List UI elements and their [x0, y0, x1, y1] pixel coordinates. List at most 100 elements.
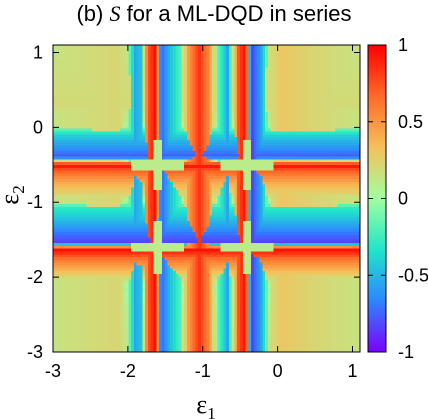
heatmap-cell	[223, 120, 227, 124]
heatmap-cell	[290, 167, 294, 172]
heatmap-cell	[354, 70, 358, 74]
heatmap-cell	[259, 64, 263, 68]
heatmap-cell	[220, 165, 224, 169]
heatmap-cell	[150, 75, 155, 80]
heatmap-cell	[58, 128, 62, 133]
heatmap-cell	[106, 47, 110, 52]
heatmap-cell	[284, 117, 289, 121]
heatmap-cell	[181, 47, 185, 52]
heatmap-cell	[209, 95, 213, 99]
heatmap-cell	[64, 153, 68, 158]
heatmap-cell	[242, 58, 247, 63]
heatmap-cell	[136, 92, 141, 96]
heatmap-cell	[329, 98, 333, 102]
heatmap-cell	[315, 47, 319, 52]
heatmap-cell	[226, 58, 230, 63]
heatmap-cell	[89, 95, 93, 99]
heatmap-cell	[139, 148, 143, 152]
heatmap-cell	[217, 53, 222, 57]
heatmap-cell	[117, 95, 121, 99]
heatmap-cell	[195, 89, 199, 94]
heatmap-cell	[343, 84, 347, 88]
heatmap-cell	[237, 61, 241, 66]
heatmap-cell	[315, 128, 319, 133]
heatmap-cell	[78, 56, 82, 60]
heatmap-cell	[354, 120, 358, 124]
heatmap-cell	[119, 131, 124, 135]
heatmap-cell	[354, 75, 358, 80]
heatmap-cell	[304, 159, 308, 163]
heatmap-cell	[346, 117, 350, 121]
heatmap-cell	[270, 100, 275, 105]
heatmap-cell	[329, 64, 333, 68]
heatmap-cell	[147, 78, 152, 82]
heatmap-cell	[284, 139, 289, 144]
heatmap-cell	[97, 170, 102, 174]
heatmap-cell	[357, 114, 361, 119]
heatmap-cell	[178, 86, 182, 91]
heatmap-cell	[326, 53, 330, 57]
heatmap-cell	[223, 106, 227, 110]
heatmap-cell	[209, 72, 213, 77]
heatmap-cell	[128, 165, 132, 169]
heatmap-cell	[301, 103, 305, 107]
heatmap-cell	[94, 120, 99, 124]
heatmap-cell	[212, 81, 216, 85]
heatmap-cell	[100, 56, 104, 60]
heatmap-cell	[214, 86, 219, 91]
heatmap-cell	[239, 165, 244, 169]
heatmap-cell	[61, 139, 65, 144]
heatmap-cell	[217, 131, 222, 135]
heatmap-cell	[329, 61, 333, 66]
heatmap-cell	[295, 56, 300, 60]
heatmap-cell	[281, 98, 286, 102]
heatmap-cell	[75, 117, 79, 121]
heatmap-cell	[217, 103, 222, 107]
heatmap-cell	[354, 98, 358, 102]
heatmap-cell	[217, 61, 222, 66]
heatmap-cell	[217, 134, 222, 138]
heatmap-cell	[122, 75, 127, 80]
heatmap-cell	[131, 151, 135, 155]
heatmap-cell	[315, 111, 319, 116]
heatmap-cell	[122, 111, 127, 116]
heatmap-cell	[178, 165, 182, 169]
heatmap-cell	[150, 61, 155, 66]
heatmap-cell	[75, 103, 79, 107]
heatmap-cell	[58, 53, 62, 57]
heatmap-cell	[290, 100, 294, 105]
heatmap-cell	[203, 81, 208, 85]
heatmap-cell	[304, 145, 308, 149]
heatmap-cell	[80, 109, 85, 113]
heatmap-cell	[270, 70, 275, 74]
heatmap-cell	[178, 134, 182, 138]
heatmap-cell	[161, 153, 166, 158]
heatmap-cell	[348, 145, 353, 149]
heatmap-cell	[340, 47, 344, 52]
heatmap-cell	[64, 100, 68, 105]
heatmap-cell	[259, 156, 263, 161]
heatmap-cell	[228, 92, 233, 96]
heatmap-cell	[139, 117, 143, 121]
heatmap-cell	[142, 75, 146, 80]
heatmap-cell	[351, 106, 356, 110]
heatmap-cell	[332, 100, 336, 105]
heatmap-cell	[315, 109, 319, 113]
heatmap-cell	[86, 167, 90, 172]
heatmap-cell	[231, 142, 236, 147]
heatmap-cell	[203, 45, 208, 49]
heatmap-cell	[108, 70, 113, 74]
heatmap-cell	[298, 67, 302, 71]
heatmap-cell	[245, 58, 249, 63]
heatmap-cell	[267, 162, 272, 166]
heatmap-cell	[304, 67, 308, 71]
heatmap-cell	[53, 58, 57, 63]
heatmap-cell	[128, 145, 132, 149]
heatmap-cell	[150, 81, 155, 85]
heatmap-cell	[97, 114, 102, 119]
heatmap-cell	[267, 145, 272, 149]
heatmap-cell	[178, 111, 182, 116]
heatmap-cell	[337, 84, 342, 88]
heatmap-cell	[273, 86, 277, 91]
heatmap-cell	[119, 81, 124, 85]
